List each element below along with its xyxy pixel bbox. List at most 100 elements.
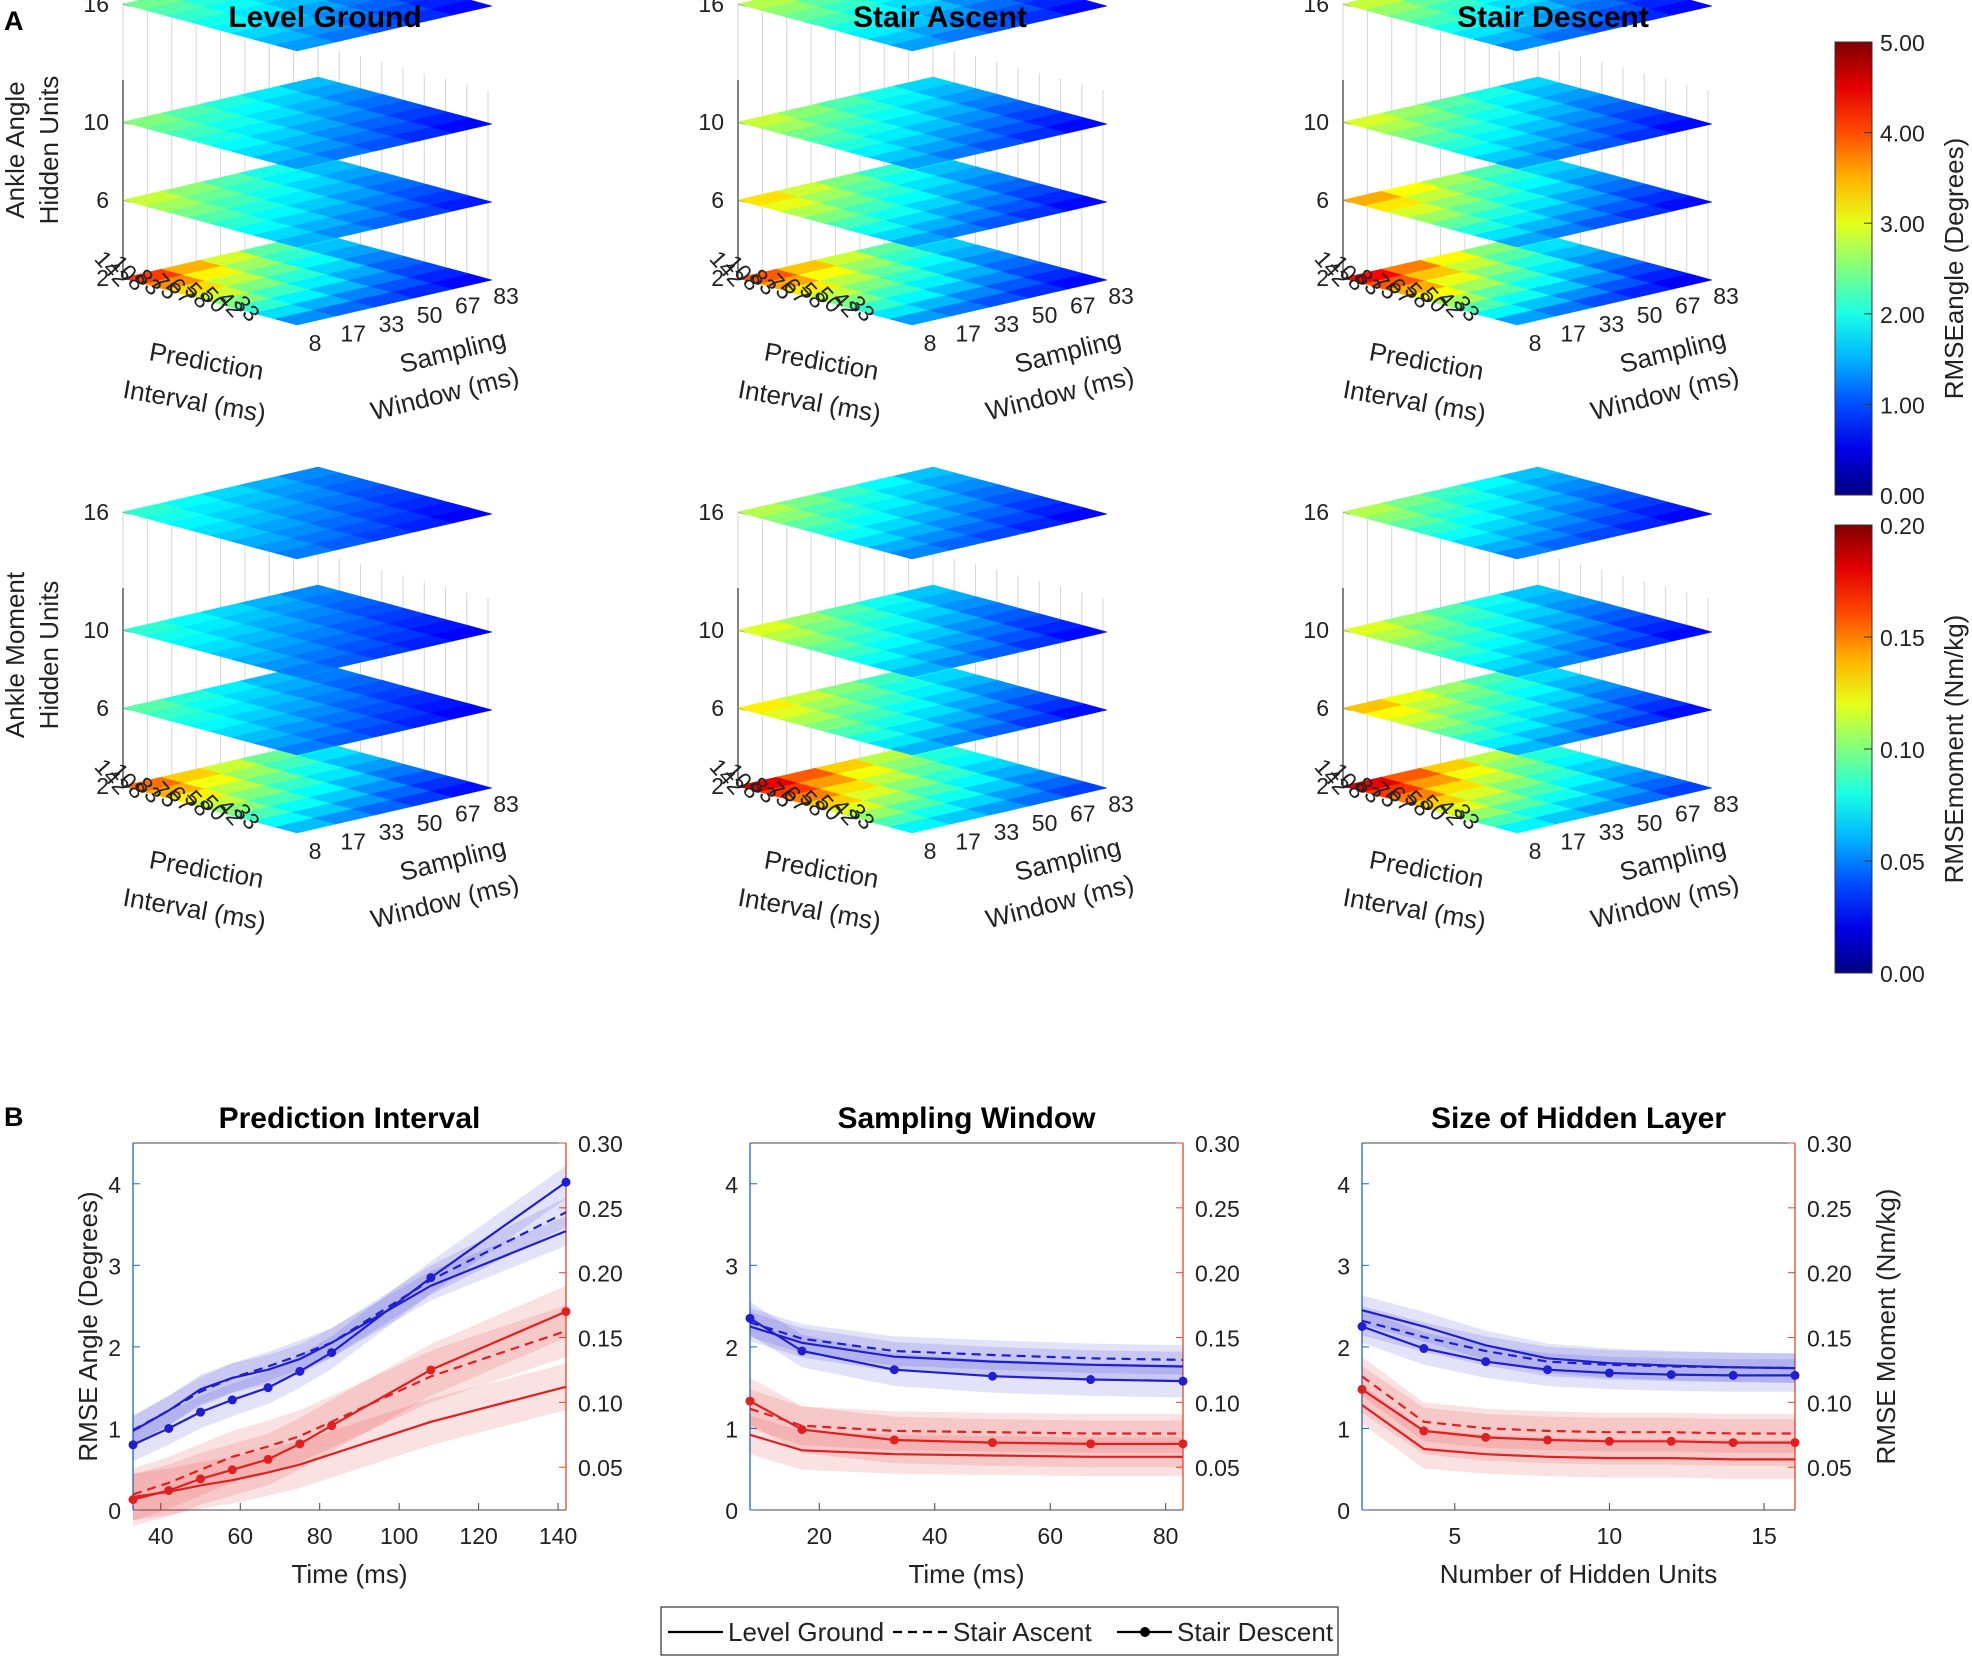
surface-layer [1342,76,1713,170]
colorbar: 5.00 4.00 3.00 2.00 1.00 0.00 RMSEangle (Degre… [1834,30,1969,509]
series-marker [1481,1357,1491,1367]
right-y-axis-title: RMSE Moment (Nm/kg) [1871,1189,1901,1465]
left-y-tick-label: 4 [1337,1172,1350,1198]
surface-layer [737,154,1108,248]
left-y-tick-label: 0 [725,1498,738,1524]
surface-cell [1046,703,1108,720]
z-tick-label: 6 [711,187,724,213]
surface-cell [1403,0,1456,8]
surface-cell [1651,0,1713,16]
left-y-tick-label: 4 [108,1172,121,1198]
sampling-tick-label: 8 [924,838,937,864]
surface-cell [431,273,493,290]
series-line [132,1211,567,1432]
sampling-tick-label: 83 [493,283,519,309]
right-y-tick-label: 0.15 [1195,1326,1240,1352]
series-marker [987,1371,997,1381]
colorbar-tick-label: 0.05 [1880,849,1925,875]
left-y-tick-label: 0 [108,1498,121,1524]
series-marker [1086,1375,1096,1385]
x-tick-label: 15 [1751,1523,1777,1549]
x-tick-label: 5 [1448,1523,1461,1549]
surface-cell [866,0,899,4]
sampling-tick-label: 50 [1637,810,1663,836]
surface-cell [1046,0,1108,16]
sampling-tick-label: 50 [417,302,443,328]
z-tick-label: 10 [83,617,109,643]
confidence-band [750,1302,1183,1398]
series-marker [1543,1435,1553,1445]
sampling-tick-label: 67 [455,292,481,318]
confidence-band [1362,1306,1795,1383]
z-tick-label: 6 [96,187,109,213]
z-tick-label: 2 [1316,773,1329,799]
right-y-tick-label: 0.25 [1195,1196,1240,1222]
right-y-tick-label: 0.30 [578,1131,623,1157]
surface-cell [431,507,493,524]
series-marker [1604,1368,1614,1378]
sampling-axis-title: Window (ms) [983,868,1137,934]
legend-label: Stair Ascent [953,1617,1093,1647]
x-tick-label: 120 [459,1523,497,1549]
sampling-tick-label: 50 [1032,810,1058,836]
surface-cell [431,195,493,212]
x-tick-label: 10 [1597,1523,1623,1549]
surface-layer [122,154,493,248]
sampling-axis-title: Window (ms) [983,360,1137,426]
surface-layer [737,584,1108,678]
sampling-tick-label: 83 [1713,791,1739,817]
sampling-tick-label: 17 [955,829,981,855]
x-axis-title: Time (ms) [291,1559,407,1589]
row-title: Ankle Angle [0,81,30,218]
x-tick-label: 60 [1037,1523,1063,1549]
colorbar-tick-label: 5.00 [1880,30,1925,56]
z-tick-label: 10 [1303,109,1329,135]
sampling-tick-label: 8 [1529,838,1542,864]
sampling-tick-label: 8 [309,330,322,356]
line-plot: 20 40 60 80 0 1 2 3 4 0.05 0.10 0.15 0.20 0.25 0.30 Sam… [725,1102,1240,1589]
series-marker [164,1423,174,1433]
legend-label: Stair Descent [1177,1617,1334,1647]
series-line [1361,1388,1795,1444]
left-y-tick-label: 2 [1337,1335,1350,1361]
series-line [1361,1375,1795,1435]
left-y-tick-label: 2 [725,1335,738,1361]
series-marker [295,1439,305,1449]
series-marker [1604,1436,1614,1446]
prediction-axis-title: Prediction [147,844,266,894]
right-y-tick-label: 0.25 [1807,1196,1852,1222]
z-tick-label: 6 [1316,695,1329,721]
colorbar-tick-label: 0.20 [1880,513,1925,539]
sampling-tick-label: 33 [994,819,1020,845]
series-line [749,1433,1183,1458]
series-marker [889,1435,899,1445]
confidence-band [750,1307,1183,1375]
line-plot-title: Sampling Window [837,1102,1096,1135]
series-line [749,1317,1184,1383]
surface-cell [431,703,493,720]
z-tick-label: 16 [1303,0,1329,17]
x-axis-title: Number of Hidden Units [1440,1559,1717,1589]
surface-layer [737,0,1108,52]
column-title: Stair Descent [1457,1,1649,34]
sampling-tick-label: 33 [379,819,405,845]
series-marker [164,1486,174,1496]
series-marker [1178,1376,1188,1386]
surface-cell [431,0,493,16]
right-y-tick-label: 0.10 [1195,1390,1240,1416]
surface-cell [251,0,284,4]
sampling-tick-label: 67 [1675,292,1701,318]
series-marker [1086,1439,1096,1449]
series-marker [426,1273,436,1283]
right-y-tick-label: 0.15 [1807,1326,1852,1352]
confidence-band [1362,1310,1795,1392]
sampling-tick-label: 17 [1560,829,1586,855]
prediction-axis-title: Prediction [762,336,881,386]
colorbar-tick-label: 0.10 [1880,737,1925,763]
confidence-band [133,1363,566,1521]
confidence-band [1362,1357,1795,1453]
